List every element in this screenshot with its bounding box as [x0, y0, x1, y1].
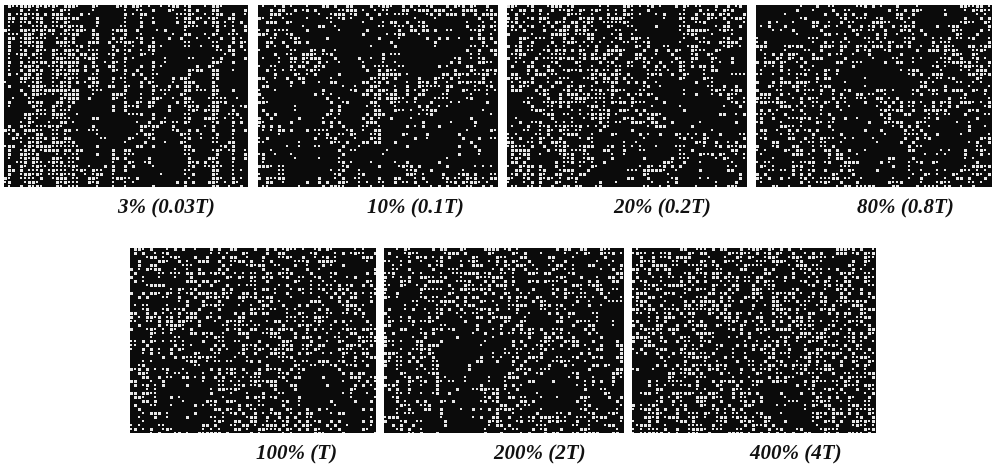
caption-panel-6: 200% (2T): [494, 440, 586, 464]
micrograph-panel-7: [632, 248, 876, 433]
caption-panel-3: 20% (0.2T): [614, 194, 711, 218]
micrograph-panel-3: [507, 5, 747, 187]
caption-panel-5: 100% (T): [256, 440, 338, 464]
caption-panel-2: 10% (0.1T): [367, 194, 464, 218]
micrograph-panel-4: [756, 5, 992, 187]
micrograph-panel-2: [258, 5, 498, 187]
micrograph-panel-6: [384, 248, 624, 433]
caption-panel-7: 400% (4T): [750, 440, 842, 464]
micrograph-panel-5: [130, 248, 376, 433]
caption-panel-1: 3% (0.03T): [118, 194, 215, 218]
micrograph-panel-1: [4, 5, 248, 187]
caption-panel-4: 80% (0.8T): [857, 194, 954, 218]
